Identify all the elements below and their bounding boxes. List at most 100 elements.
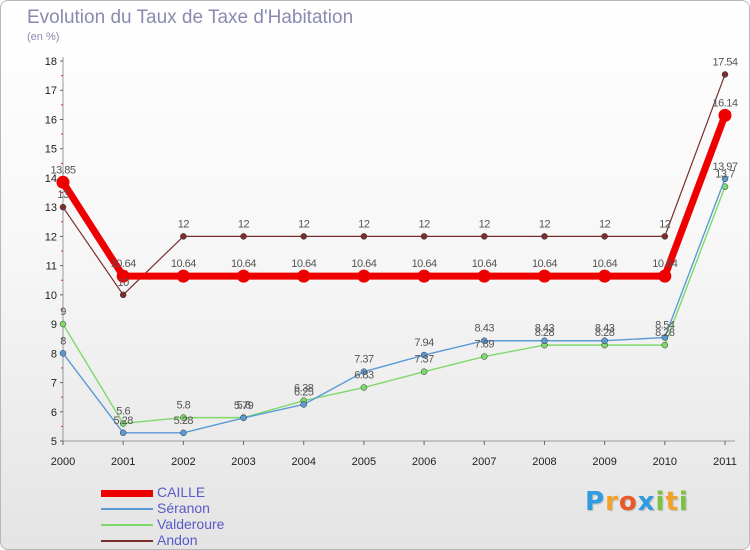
data-label-s-ranon: 5.28 xyxy=(113,415,133,427)
data-label-andon: 13 xyxy=(57,189,69,201)
data-label-andon: 12 xyxy=(418,218,430,230)
y-tick-label: 10 xyxy=(45,290,57,302)
data-point-caille xyxy=(658,269,672,283)
data-label-caille: 10.64 xyxy=(652,258,677,270)
legend-label-seranon: Séranon xyxy=(157,500,210,516)
data-label-valderoure: 8.28 xyxy=(535,327,555,339)
data-label-s-ranon: 8 xyxy=(60,335,66,347)
data-label-valderoure: 8.28 xyxy=(655,327,675,339)
x-tick-label: 2005 xyxy=(352,456,376,468)
data-label-andon: 12 xyxy=(599,218,611,230)
y-tick-label: 15 xyxy=(45,144,57,156)
data-point-caille xyxy=(598,269,612,283)
data-point-s-ranon xyxy=(360,368,368,375)
data-point-caille xyxy=(537,269,551,283)
brand-letter: t xyxy=(665,487,679,517)
y-tick-label: 18 xyxy=(45,56,57,68)
data-label-valderoure: 5.6 xyxy=(116,405,130,417)
data-point-andon xyxy=(360,233,368,240)
data-point-valderoure xyxy=(119,420,127,427)
data-point-valderoure xyxy=(420,368,428,375)
data-point-s-ranon xyxy=(661,334,669,341)
data-label-andon: 12 xyxy=(238,218,250,230)
x-tick-label: 2000 xyxy=(51,456,75,468)
series-line-caille xyxy=(60,114,729,280)
data-label-valderoure: 5.8 xyxy=(176,400,190,412)
data-point-valderoure xyxy=(180,414,187,421)
data-point-andon xyxy=(240,233,247,240)
legend-swatch-seranon xyxy=(101,508,153,510)
data-label-andon: 17.54 xyxy=(712,56,737,68)
data-point-andon xyxy=(420,233,428,240)
data-label-caille: 10.64 xyxy=(412,258,437,270)
data-label-valderoure: 6.83 xyxy=(354,370,374,382)
data-point-s-ranon xyxy=(119,429,127,437)
unit-label: (en %) xyxy=(27,31,60,43)
brand-logo: Proxiti xyxy=(585,487,689,517)
data-point-s-ranon xyxy=(420,351,428,359)
x-tick-label: 2009 xyxy=(592,456,616,468)
x-tick-label: 2003 xyxy=(231,456,255,468)
data-point-caille xyxy=(56,175,70,189)
data-label-andon: 12 xyxy=(358,218,370,230)
y-tick-label: 6 xyxy=(51,407,57,419)
x-tick-label: 2010 xyxy=(653,456,677,468)
brand-letter: r xyxy=(605,487,619,517)
data-point-caille xyxy=(297,269,311,283)
legend-swatch-andon xyxy=(101,540,153,542)
data-label-caille: 13.85 xyxy=(50,164,75,176)
data-point-s-ranon xyxy=(601,337,608,344)
data-point-s-ranon xyxy=(180,429,187,437)
data-labels-layer: 9 5.6 5.8 5.8 6.38 6.83 7.37 7.89 8.28 8.28 8.28 13… xyxy=(50,56,738,427)
data-label-s-ranon: 7.37 xyxy=(354,354,374,366)
data-label-andon: 12 xyxy=(539,218,551,230)
data-point-andon xyxy=(300,233,307,240)
x-tick-label: 2001 xyxy=(111,456,135,468)
data-point-caille xyxy=(417,269,431,283)
data-point-s-ranon xyxy=(240,414,247,422)
data-label-s-ranon: 8.43 xyxy=(595,323,615,335)
series-layer xyxy=(56,71,732,437)
data-point-valderoure xyxy=(661,341,669,349)
data-label-andon: 12 xyxy=(298,218,310,230)
y-tick-label: 8 xyxy=(51,348,57,360)
data-label-s-ranon: 5.28 xyxy=(174,415,194,427)
y-tick-label: 7 xyxy=(51,378,57,390)
series-line-andon xyxy=(62,74,726,296)
data-point-andon xyxy=(180,233,187,240)
data-label-s-ranon: 13.97 xyxy=(712,161,737,173)
data-label-caille: 10.64 xyxy=(472,258,497,270)
data-label-valderoure: 5.8 xyxy=(237,400,251,412)
data-label-andon: 10 xyxy=(118,277,130,289)
data-label-valderoure: 7.37 xyxy=(414,354,434,366)
data-label-caille: 10.64 xyxy=(111,258,136,270)
data-point-caille xyxy=(176,269,190,283)
data-label-caille: 10.64 xyxy=(351,258,376,270)
data-label-valderoure: 6.38 xyxy=(294,383,314,395)
data-label-valderoure: 9 xyxy=(60,306,66,318)
data-point-s-ranon xyxy=(481,337,488,344)
data-point-s-ranon xyxy=(541,337,548,344)
y-tick-label: 9 xyxy=(51,319,57,331)
data-label-andon: 12 xyxy=(659,218,671,230)
data-label-s-ranon: 8.54 xyxy=(655,320,675,332)
data-label-caille: 10.64 xyxy=(532,258,557,270)
series-line-valderoure xyxy=(62,186,726,425)
data-point-caille xyxy=(477,269,491,283)
brand-letter: P xyxy=(585,487,606,517)
data-label-caille: 10.64 xyxy=(291,258,316,270)
data-label-andon: 12 xyxy=(479,218,491,230)
data-point-andon xyxy=(59,203,67,211)
legend-label-andon: Andon xyxy=(157,532,198,548)
x-tick-label: 2006 xyxy=(412,456,436,468)
series-line-s-ranon xyxy=(62,178,726,434)
legend-label-caille: CAILLE xyxy=(157,484,206,500)
legend-label-valderoure: Valderoure xyxy=(157,516,225,532)
data-label-valderoure: 13.7 xyxy=(715,169,735,181)
legend-swatch-caille xyxy=(101,490,153,497)
brand-letter: i xyxy=(678,487,689,517)
y-tick-label: 17 xyxy=(45,85,57,97)
legend-swatch-valderoure xyxy=(101,524,153,526)
